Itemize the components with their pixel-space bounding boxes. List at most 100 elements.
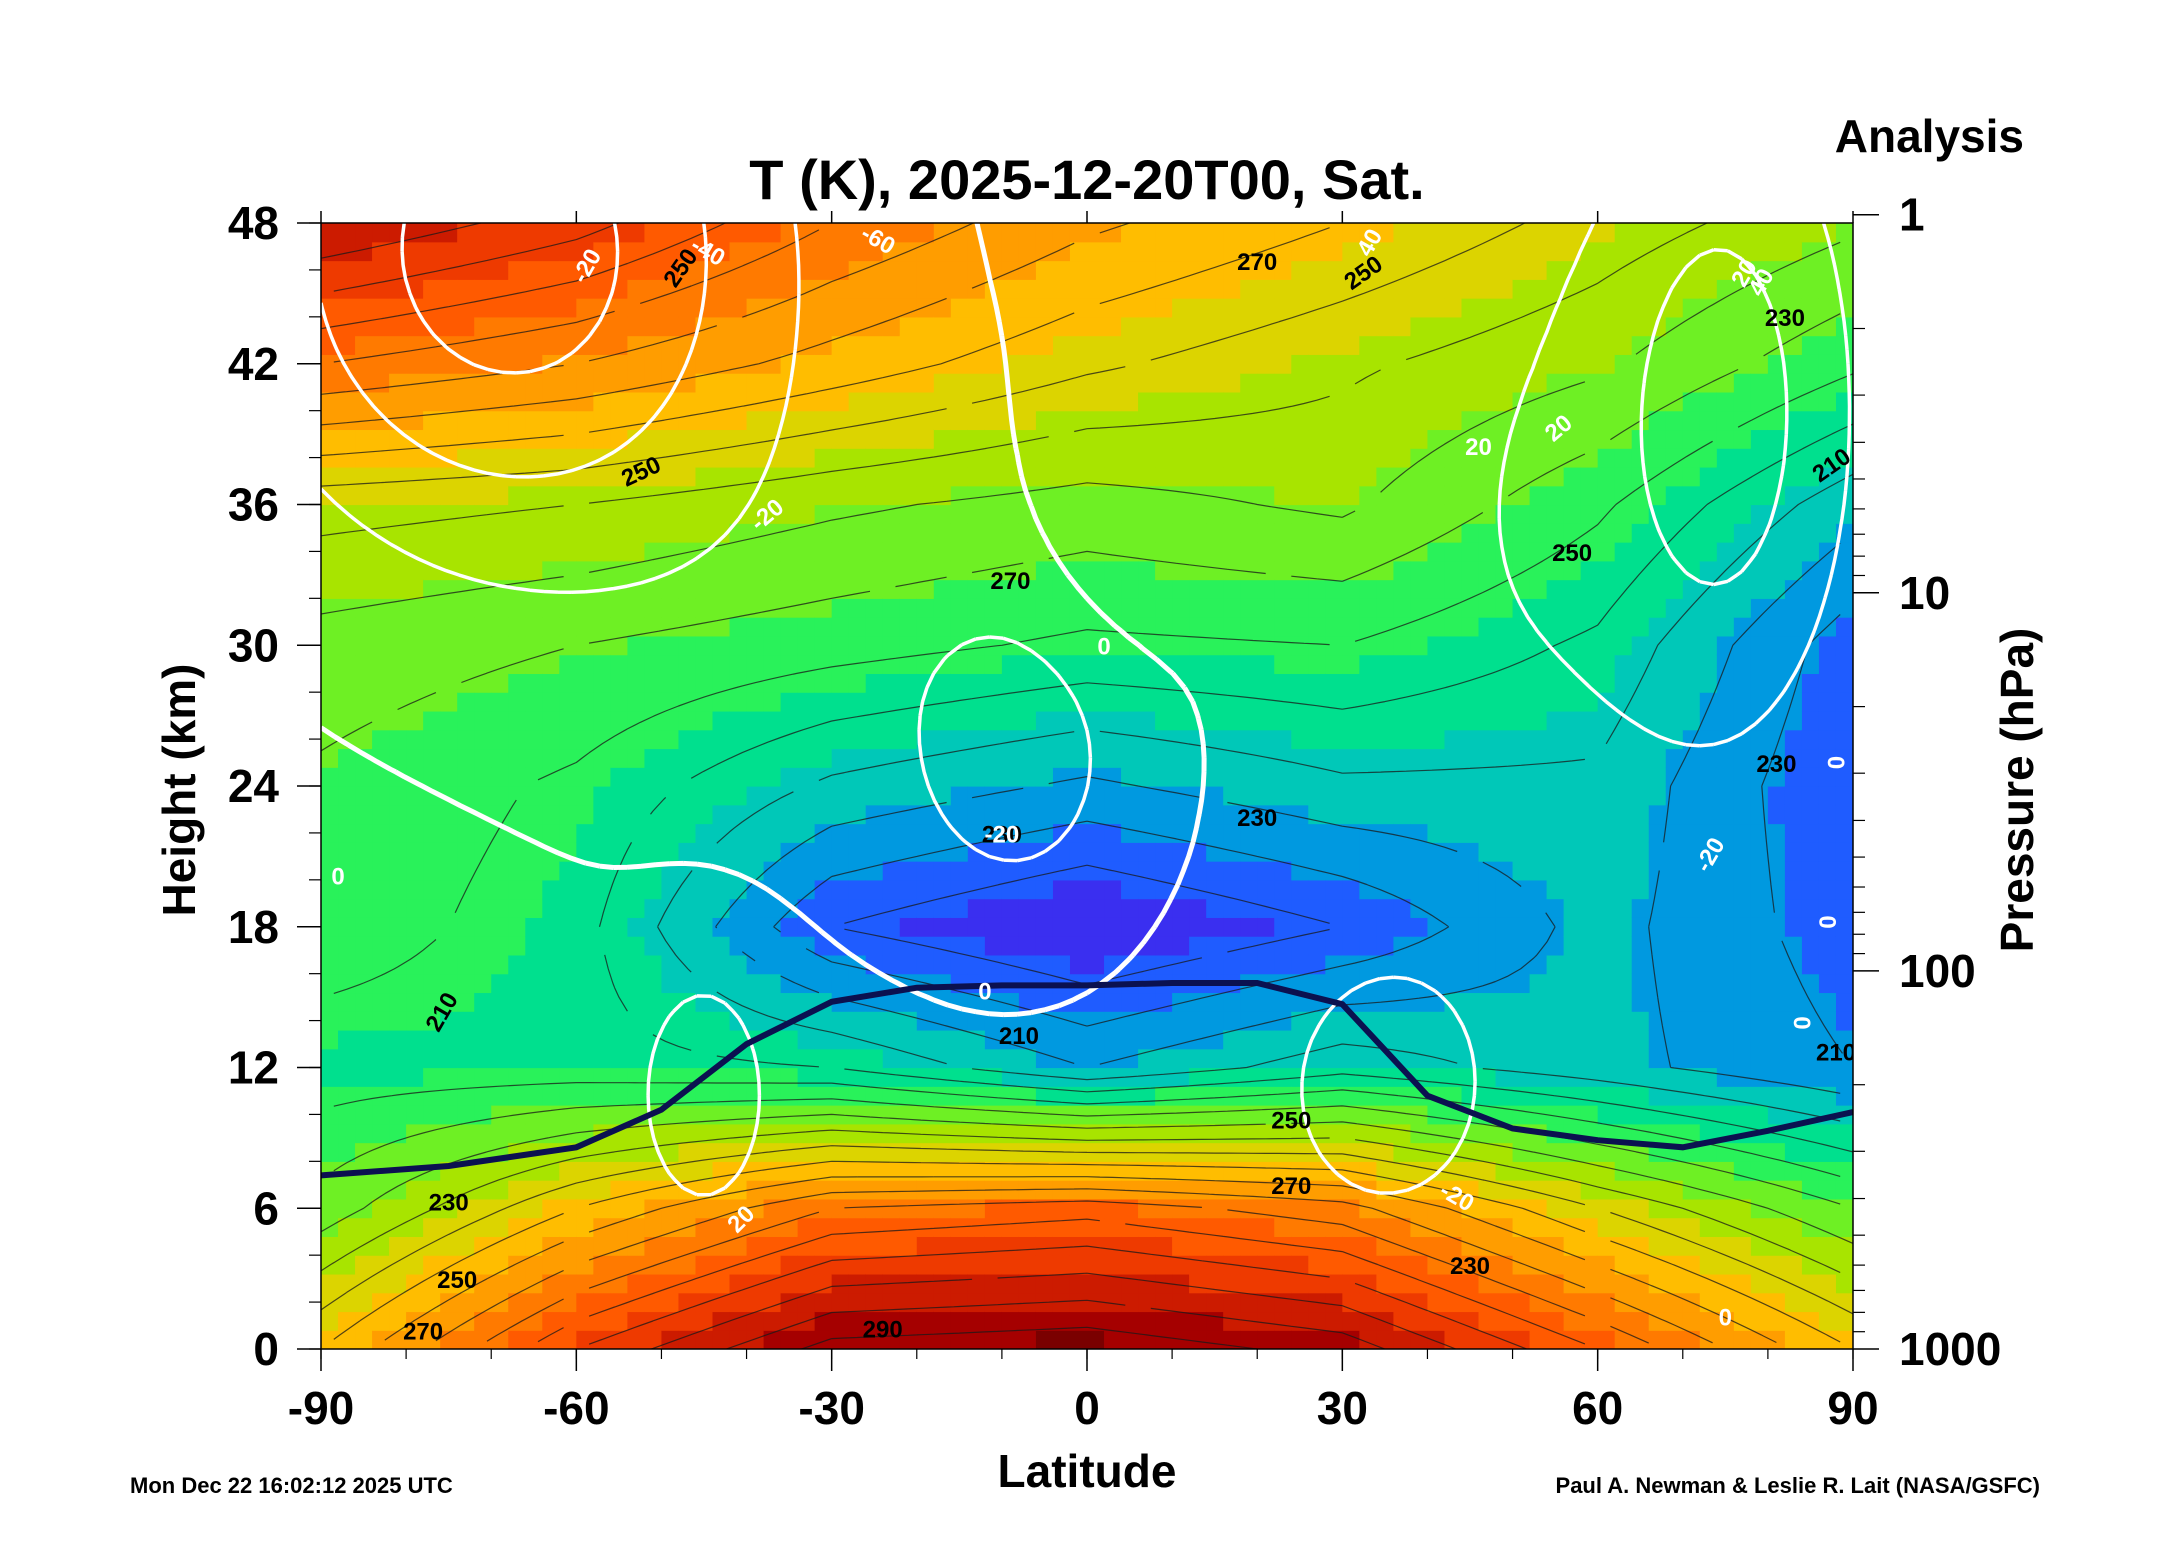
heat-cell (1308, 298, 1326, 318)
heat-cell (1087, 560, 1105, 581)
heat-cell (1087, 579, 1105, 599)
heat-cell (763, 579, 782, 599)
heat-cell (525, 748, 543, 768)
heat-cell (576, 1217, 594, 1237)
heat-cell (1597, 898, 1616, 918)
heat-cell (1223, 898, 1241, 918)
heat-cell (933, 954, 952, 975)
heat-cell (355, 1273, 373, 1294)
heat-cell (814, 354, 833, 374)
heat-cell (1614, 1086, 1633, 1106)
heat-cell (644, 1180, 663, 1200)
heat-cell (1580, 1273, 1599, 1294)
heat-cell (1274, 466, 1292, 487)
heat-cell (1410, 617, 1429, 637)
heat-cell (372, 1255, 390, 1275)
heat-cell (780, 1217, 799, 1237)
heat-cell (1665, 1086, 1684, 1106)
heat-cell (984, 936, 1003, 956)
heat-cell (525, 542, 543, 562)
heat-cell (1597, 429, 1616, 449)
heat-cell (338, 598, 356, 618)
heat-cell (1223, 954, 1241, 975)
heat-cell (661, 523, 680, 543)
heat-cell (1359, 673, 1377, 693)
heat-cell (1240, 654, 1258, 674)
heat-cell (1546, 823, 1565, 843)
heat-cell (644, 354, 663, 374)
heat-cell (916, 335, 935, 355)
heat-cell (389, 1105, 407, 1125)
heat-cell (1512, 560, 1531, 581)
heat-cell (882, 861, 901, 881)
heat-cell (406, 335, 424, 355)
heat-cell (1308, 523, 1326, 543)
heat-cell (1631, 673, 1650, 693)
heat-cell (1189, 260, 1207, 280)
heat-cell (1172, 1142, 1190, 1162)
heat-cell (1563, 917, 1582, 937)
heat-cell (950, 1105, 969, 1125)
heat-cell (1716, 354, 1735, 374)
heat-cell (1342, 1236, 1360, 1256)
heat-cell (1580, 579, 1599, 599)
heat-cell (1359, 298, 1377, 318)
heat-cell (661, 241, 680, 262)
heat-cell (525, 523, 543, 543)
heat-cell (916, 429, 935, 449)
heat-cell (321, 992, 339, 1012)
heat-cell (1291, 710, 1309, 731)
heat-cell (950, 767, 969, 787)
heat-cell (1410, 373, 1429, 393)
heat-cell (848, 842, 867, 862)
heat-cell (746, 542, 765, 562)
heat-cell (1087, 1048, 1105, 1069)
heat-cell (780, 954, 799, 975)
heat-cell (1121, 1123, 1139, 1144)
heat-cell (1427, 354, 1446, 374)
heat-cell (1427, 448, 1446, 468)
heat-cell (576, 335, 594, 355)
heat-cell (1342, 1105, 1360, 1125)
heat-cell (1274, 617, 1292, 637)
heat-cell (984, 710, 1003, 731)
heat-cell (508, 1123, 526, 1144)
heat-cell (933, 729, 952, 750)
heat-cell (1291, 579, 1309, 599)
heat-cell (576, 542, 594, 562)
heat-cell (440, 917, 458, 937)
heat-cell (355, 504, 373, 524)
heat-cell (1121, 992, 1139, 1012)
heat-cell (440, 485, 458, 506)
heat-cell (1597, 673, 1616, 693)
heat-cell (1206, 1029, 1224, 1050)
heat-cell (389, 279, 407, 299)
heat-cell (1563, 1142, 1582, 1162)
heat-cell (882, 579, 901, 599)
heat-cell (797, 1217, 816, 1237)
heat-cell (1512, 223, 1531, 243)
heat-cell (899, 523, 918, 543)
heat-cell (644, 748, 663, 768)
heat-cell (1427, 898, 1446, 918)
heat-cell (1308, 279, 1326, 299)
heat-cell (1155, 804, 1173, 825)
heat-cell (933, 373, 952, 393)
heat-cell (372, 692, 390, 712)
heat-cell (984, 1273, 1003, 1294)
heat-cell (559, 560, 577, 581)
heat-cell (950, 804, 969, 825)
heat-cell (729, 1198, 748, 1219)
heat-cell (491, 767, 509, 787)
heat-cell (746, 936, 765, 956)
heat-cell (831, 954, 850, 975)
heat-cell (1461, 823, 1480, 843)
heat-cell (542, 861, 560, 881)
heat-cell (1308, 710, 1326, 731)
heat-cell (695, 1311, 714, 1331)
heat-cell (1478, 1311, 1497, 1331)
heat-cell (899, 560, 918, 581)
heat-cell (1682, 673, 1701, 693)
heat-cell (882, 992, 901, 1012)
heat-cell (1069, 767, 1088, 787)
